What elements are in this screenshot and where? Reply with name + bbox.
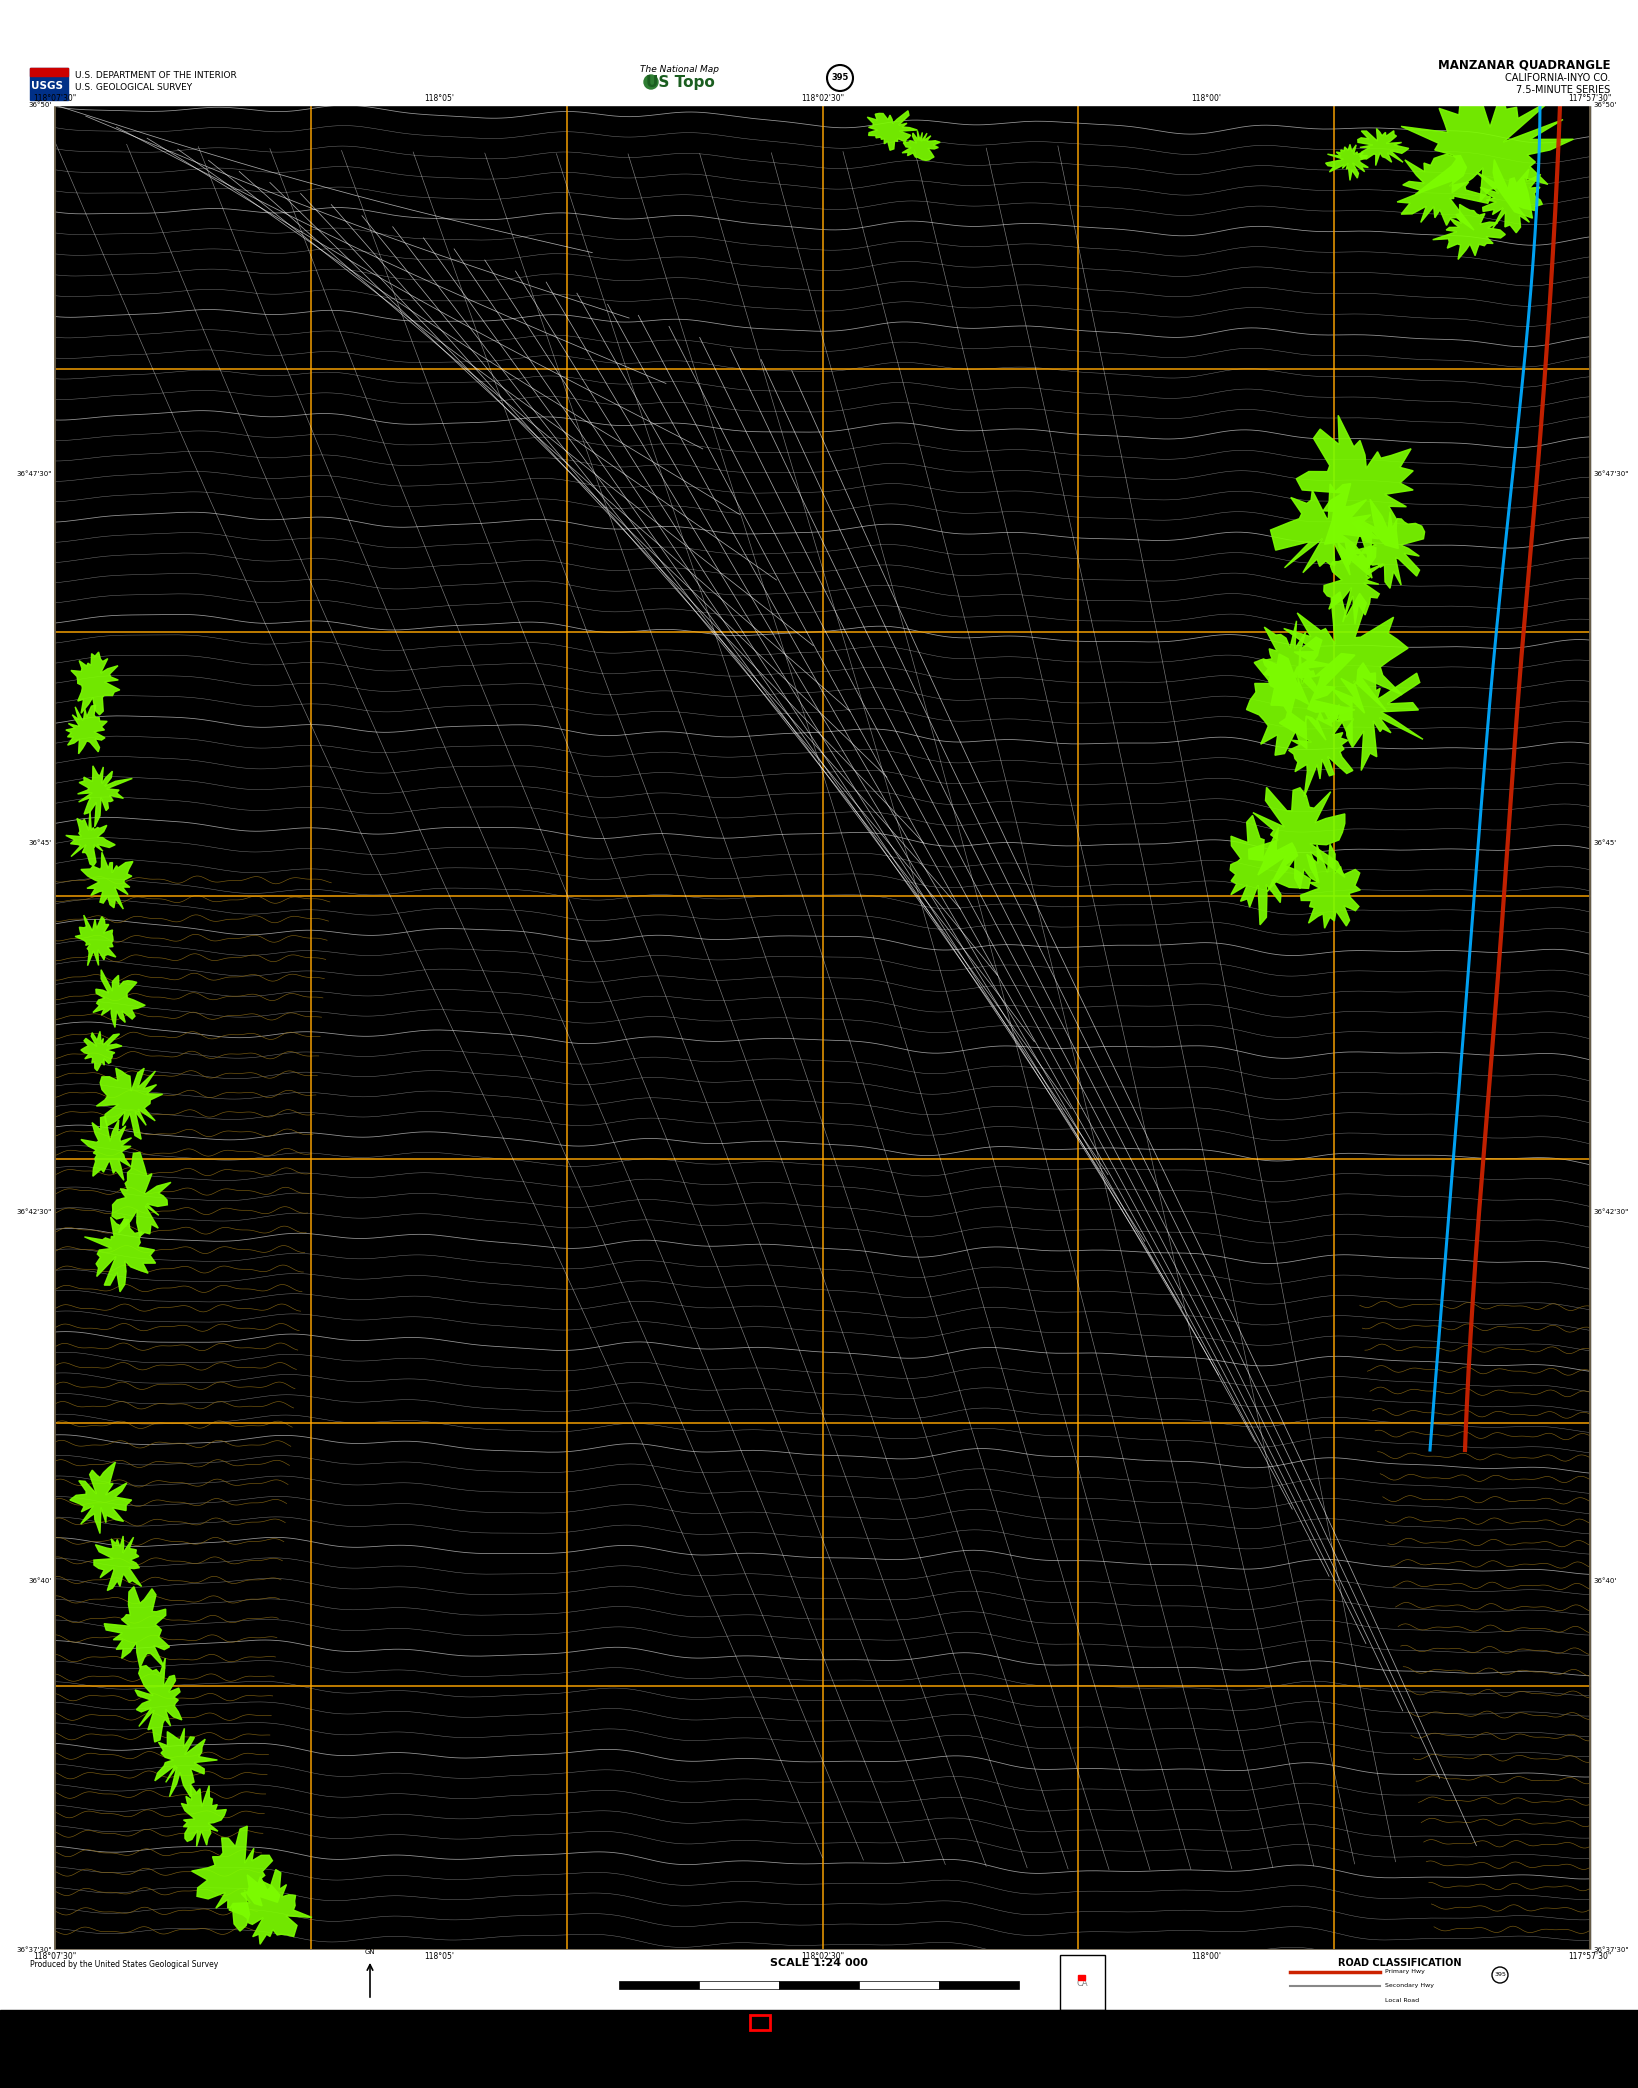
Polygon shape (1284, 591, 1409, 745)
Text: 36°40': 36°40' (29, 1579, 52, 1585)
Text: US Topo: US Topo (645, 75, 714, 90)
Polygon shape (134, 1658, 182, 1741)
Polygon shape (66, 810, 115, 867)
Bar (56, 104, 1590, 1950)
Polygon shape (192, 1827, 280, 1931)
Text: ROAD CLASSIFICATION: ROAD CLASSIFICATION (1338, 1959, 1461, 1969)
Circle shape (827, 65, 853, 92)
Polygon shape (77, 766, 133, 827)
Polygon shape (105, 1587, 169, 1668)
Text: 36°50': 36°50' (29, 102, 52, 109)
Polygon shape (1433, 205, 1505, 259)
Bar (56, 104, 1590, 1950)
Text: Primary Hwy: Primary Hwy (1386, 1969, 1425, 1975)
Polygon shape (182, 1785, 226, 1846)
Polygon shape (1279, 704, 1353, 798)
Text: MANZANAR QUADRANGLE: MANZANAR QUADRANGLE (1438, 58, 1610, 71)
Text: Local Road: Local Road (1386, 1998, 1419, 2002)
Polygon shape (156, 1729, 218, 1798)
Text: 117°57'30": 117°57'30" (1568, 94, 1612, 102)
Polygon shape (1340, 499, 1425, 589)
Polygon shape (93, 969, 146, 1027)
Polygon shape (867, 111, 917, 150)
Text: 118°07'30": 118°07'30" (33, 1952, 77, 1961)
Text: The National Map: The National Map (640, 65, 719, 75)
Bar (0, 1950, 1638, 2011)
Polygon shape (1324, 543, 1384, 624)
Bar (1078, 1975, 1084, 1979)
Bar (939, 1982, 1019, 1990)
Polygon shape (1400, 92, 1574, 217)
Polygon shape (1230, 816, 1310, 925)
Bar (619, 1982, 699, 1990)
Bar (29, 69, 69, 100)
Text: SCALE 1:24 000: SCALE 1:24 000 (770, 1959, 868, 1969)
Circle shape (644, 75, 658, 90)
Bar (1060, 1954, 1106, 2011)
Polygon shape (1476, 159, 1543, 232)
Polygon shape (1358, 129, 1409, 165)
Text: 36°45': 36°45' (29, 839, 52, 846)
Text: 118°02'30": 118°02'30" (801, 1952, 844, 1961)
Text: 395: 395 (1494, 1973, 1505, 1977)
Text: 118°07'30": 118°07'30" (33, 94, 77, 102)
Polygon shape (111, 1153, 170, 1236)
Polygon shape (1325, 144, 1368, 180)
Text: USGS: USGS (31, 81, 62, 92)
Polygon shape (70, 1462, 131, 1533)
Bar (750, 2015, 770, 2030)
Text: Secondary Hwy: Secondary Hwy (1386, 1984, 1433, 1988)
Text: 36°47'30": 36°47'30" (1594, 472, 1628, 476)
Bar (0, 0, 1638, 104)
Polygon shape (1397, 155, 1491, 230)
Text: 36°45': 36°45' (1594, 839, 1617, 846)
Polygon shape (1271, 484, 1379, 578)
Bar (780, 1982, 858, 1990)
Text: 36°47'30": 36°47'30" (16, 472, 52, 476)
Text: U.S. GEOLOGICAL SURVEY: U.S. GEOLOGICAL SURVEY (75, 84, 192, 92)
Circle shape (1492, 1967, 1509, 1984)
Polygon shape (1301, 844, 1360, 929)
Text: U.S. DEPARTMENT OF THE INTERIOR: U.S. DEPARTMENT OF THE INTERIOR (75, 71, 238, 79)
Text: 395: 395 (832, 73, 848, 84)
Polygon shape (1296, 416, 1414, 564)
Bar (699, 1982, 780, 1990)
Polygon shape (903, 132, 940, 161)
Polygon shape (97, 1069, 162, 1140)
Polygon shape (229, 1869, 311, 1944)
Text: 118°02'30": 118°02'30" (801, 94, 844, 102)
Bar (29, 69, 69, 75)
Polygon shape (75, 915, 116, 965)
Text: 36°37'30": 36°37'30" (1594, 1946, 1628, 1952)
Text: CALIFORNIA-INYO CO.: CALIFORNIA-INYO CO. (1505, 73, 1610, 84)
Polygon shape (93, 1537, 141, 1591)
Polygon shape (66, 706, 106, 754)
Polygon shape (85, 1217, 156, 1292)
Text: 117°57'30": 117°57'30" (1568, 1952, 1612, 1961)
Text: 118°00': 118°00' (1191, 94, 1222, 102)
Polygon shape (1248, 787, 1345, 892)
Bar (0, 2011, 1638, 2088)
Text: Produced by the United States Geological Survey: Produced by the United States Geological… (29, 1961, 218, 1969)
Polygon shape (80, 852, 133, 908)
Text: 118°05': 118°05' (424, 94, 454, 102)
Text: CA: CA (1076, 1979, 1088, 1988)
Text: 118°05': 118°05' (424, 1952, 454, 1961)
Polygon shape (70, 651, 120, 714)
Polygon shape (80, 1117, 131, 1180)
Text: 36°42'30": 36°42'30" (16, 1209, 52, 1215)
Text: 36°42'30": 36°42'30" (1594, 1209, 1628, 1215)
Text: 36°50': 36°50' (1594, 102, 1617, 109)
Bar (858, 1982, 939, 1990)
Polygon shape (80, 1031, 121, 1071)
Text: 7.5-MINUTE SERIES: 7.5-MINUTE SERIES (1515, 86, 1610, 94)
Text: 36°37'30": 36°37'30" (16, 1946, 52, 1952)
Text: 118°00': 118°00' (1191, 1952, 1222, 1961)
Polygon shape (1247, 649, 1355, 756)
Text: 36°40': 36°40' (1594, 1579, 1617, 1585)
Text: GN: GN (365, 1948, 375, 1954)
Polygon shape (1332, 662, 1423, 770)
Polygon shape (1263, 620, 1332, 716)
